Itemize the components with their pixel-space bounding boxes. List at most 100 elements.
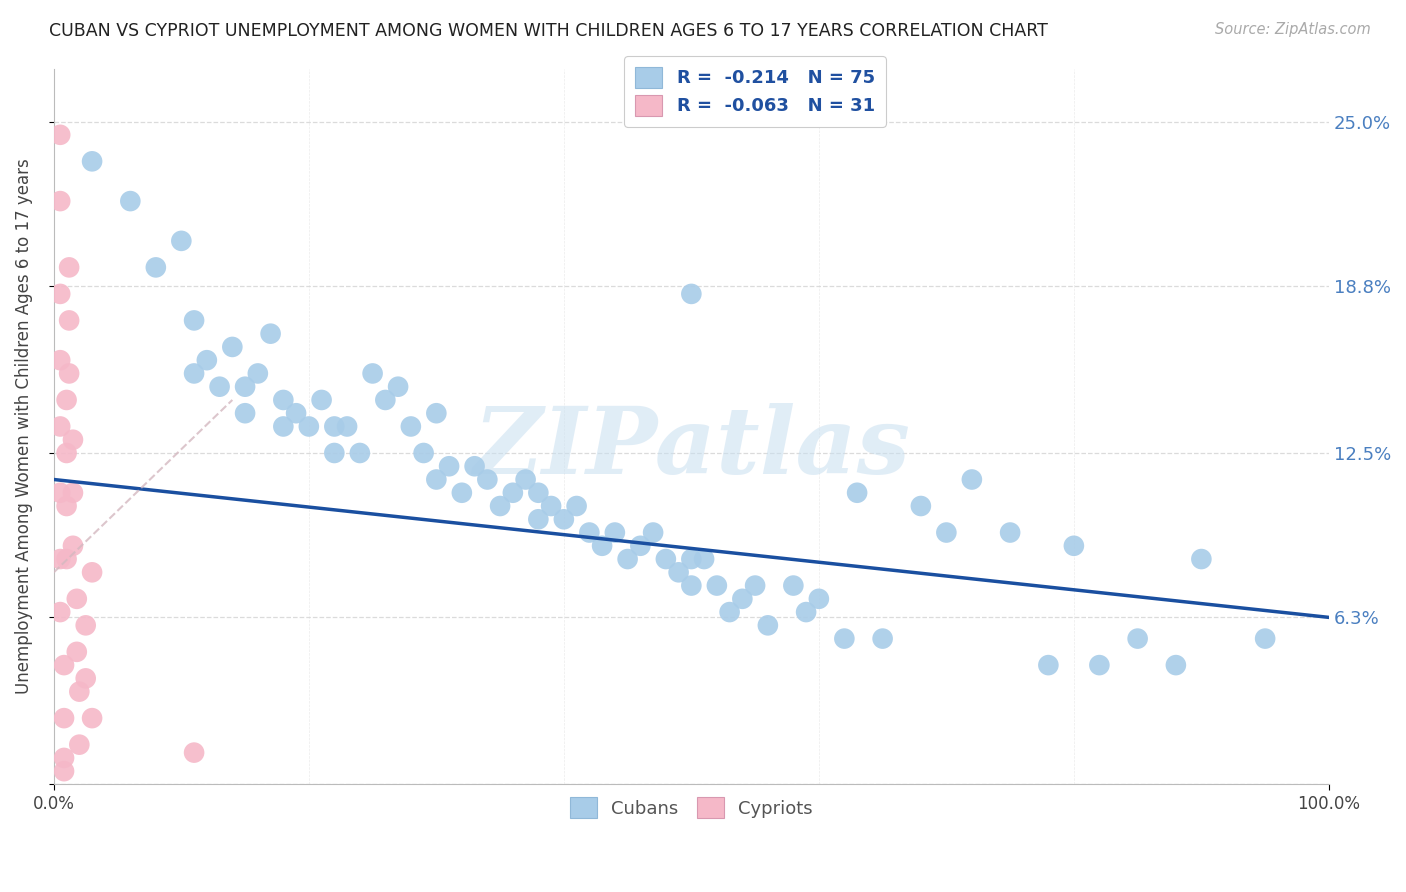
Point [374, 392, 396, 407]
Point [412, 446, 434, 460]
Point [62, 433, 84, 447]
Point [80, 566, 103, 580]
Point [361, 367, 384, 381]
Point [527, 485, 550, 500]
Point [55, 552, 77, 566]
Point [756, 618, 779, 632]
Text: Source: ZipAtlas.com: Source: ZipAtlas.com [1215, 22, 1371, 37]
Point [744, 578, 766, 592]
Point [49, 605, 72, 619]
Point [49, 194, 72, 208]
Point [540, 499, 562, 513]
Point [387, 380, 409, 394]
Point [553, 512, 575, 526]
Point [53, 711, 76, 725]
Point [66, 591, 89, 606]
Point [693, 552, 716, 566]
Point [53, 751, 76, 765]
Point [58, 313, 80, 327]
Point [960, 473, 983, 487]
Point [120, 194, 142, 208]
Point [681, 552, 703, 566]
Point [49, 353, 72, 368]
Point [221, 340, 243, 354]
Point [55, 499, 77, 513]
Point [233, 406, 256, 420]
Point [1164, 658, 1187, 673]
Point [285, 406, 308, 420]
Point [565, 499, 588, 513]
Point [425, 406, 447, 420]
Point [527, 512, 550, 526]
Y-axis label: Unemployment Among Women with Children Ages 6 to 17 years: Unemployment Among Women with Children A… [15, 159, 32, 694]
Point [75, 672, 97, 686]
Point [183, 367, 205, 381]
Point [628, 539, 651, 553]
Point [681, 286, 703, 301]
Point [208, 380, 231, 394]
Point [273, 419, 295, 434]
Point [336, 419, 359, 434]
Point [834, 632, 856, 646]
Point [437, 459, 460, 474]
Point [80, 154, 103, 169]
Point [603, 525, 626, 540]
Point [1254, 632, 1277, 646]
Point [807, 591, 830, 606]
Point [731, 591, 754, 606]
Point [145, 260, 167, 275]
Point [53, 658, 76, 673]
Point [259, 326, 281, 341]
Point [53, 764, 76, 779]
Point [58, 260, 80, 275]
Point [794, 605, 817, 619]
Point [311, 392, 333, 407]
Point [399, 419, 422, 434]
Point [55, 446, 77, 460]
Point [464, 459, 486, 474]
Point [58, 367, 80, 381]
Point [49, 552, 72, 566]
Point [935, 525, 957, 540]
Point [49, 419, 72, 434]
Point [706, 578, 728, 592]
Point [846, 485, 869, 500]
Point [450, 485, 472, 500]
Point [425, 473, 447, 487]
Point [55, 392, 77, 407]
Point [1038, 658, 1060, 673]
Point [62, 539, 84, 553]
Point [718, 605, 741, 619]
Point [1126, 632, 1149, 646]
Point [681, 578, 703, 592]
Point [578, 525, 600, 540]
Point [323, 419, 346, 434]
Point [477, 473, 499, 487]
Point [1063, 539, 1085, 553]
Point [782, 578, 804, 592]
Point [49, 286, 72, 301]
Point [489, 499, 512, 513]
Point [273, 392, 295, 407]
Point [62, 485, 84, 500]
Point [170, 234, 193, 248]
Point [502, 485, 524, 500]
Text: CUBAN VS CYPRIOT UNEMPLOYMENT AMONG WOMEN WITH CHILDREN AGES 6 TO 17 YEARS CORRE: CUBAN VS CYPRIOT UNEMPLOYMENT AMONG WOME… [49, 22, 1047, 40]
Point [515, 473, 537, 487]
Point [1189, 552, 1212, 566]
Point [872, 632, 894, 646]
Point [655, 552, 678, 566]
Point [643, 525, 665, 540]
Point [49, 485, 72, 500]
Point [998, 525, 1021, 540]
Point [668, 566, 690, 580]
Point [67, 684, 90, 698]
Point [246, 367, 269, 381]
Point [233, 380, 256, 394]
Point [67, 738, 90, 752]
Legend: Cubans, Cypriots: Cubans, Cypriots [562, 790, 820, 825]
Point [183, 313, 205, 327]
Point [195, 353, 218, 368]
Point [591, 539, 613, 553]
Point [616, 552, 638, 566]
